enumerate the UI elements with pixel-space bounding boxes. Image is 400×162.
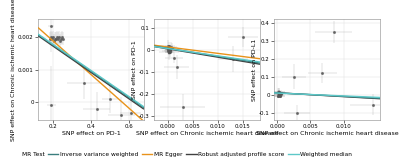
X-axis label: SNP effect on Chronic ischemic heart disease: SNP effect on Chronic ischemic heart dis… [136, 131, 278, 136]
X-axis label: SNP effect on PD-1: SNP effect on PD-1 [62, 131, 120, 136]
Y-axis label: SNP effect on PD-L1: SNP effect on PD-L1 [252, 39, 257, 101]
Y-axis label: SNP effect on Chronic ischemic heart disease: SNP effect on Chronic ischemic heart dis… [11, 0, 16, 141]
X-axis label: SNP effect on Chronic ischemic heart disease: SNP effect on Chronic ischemic heart dis… [256, 131, 398, 136]
Legend: MR Test, Inverse variance weighted, MR Egger, Robust adjusted profile score, Wei: MR Test, Inverse variance weighted, MR E… [7, 149, 354, 159]
Y-axis label: SNP effect on PD-1: SNP effect on PD-1 [132, 40, 137, 99]
